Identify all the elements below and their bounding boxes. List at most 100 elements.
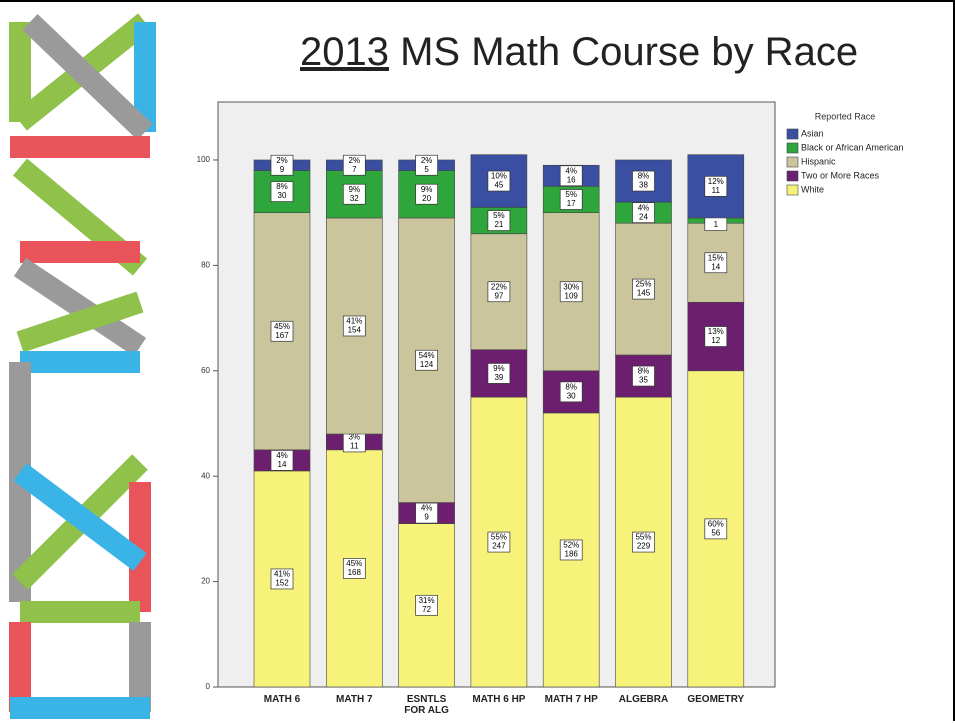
count-label: 7: [352, 165, 357, 174]
label-box: [415, 349, 438, 371]
value-label: 2%: [421, 156, 433, 165]
value-label: 54%: [419, 351, 435, 360]
value-label: 22%: [491, 282, 507, 291]
count-label: 168: [348, 568, 362, 577]
value-label: 8%: [276, 182, 288, 191]
count-label: 14: [711, 262, 720, 271]
count-label: 5: [424, 165, 429, 174]
count-label: 1: [714, 220, 719, 229]
value-label: 9%: [493, 364, 505, 373]
label-box: [342, 315, 366, 337]
y-tick-label: 100: [197, 155, 211, 164]
label-box: [415, 154, 438, 176]
count-label: 145: [637, 289, 651, 298]
value-label: 8%: [638, 367, 650, 376]
label-box: [559, 165, 583, 187]
label-box: [632, 278, 655, 300]
label-box: [270, 320, 294, 342]
label-box: [487, 281, 511, 303]
y-tick-label: 0: [206, 682, 211, 691]
count-label: 32: [350, 194, 359, 203]
count-label: 186: [565, 550, 579, 559]
label-box: [704, 518, 728, 540]
value-label: 3%: [349, 433, 361, 442]
label-box: [415, 183, 438, 205]
legend-label: Hispanic: [801, 156, 836, 166]
label-box: [487, 210, 511, 231]
label-box: [632, 202, 655, 224]
x-tick-label: MATH 6: [263, 694, 301, 705]
label-box: [270, 450, 294, 471]
count-label: 45: [494, 181, 503, 190]
value-label: 8%: [638, 172, 650, 181]
legend-label: Asian: [801, 128, 824, 138]
label-box: [270, 568, 294, 590]
value-label: 31%: [419, 596, 435, 605]
value-label: 15%: [708, 253, 724, 262]
label-box: [270, 181, 294, 202]
title-rest: MS Math Course by Race: [400, 30, 859, 74]
count-label: 9: [424, 513, 429, 522]
y-tick-label: 20: [201, 577, 210, 586]
count-label: 14: [278, 460, 287, 469]
legend-label: Black or African American: [801, 142, 904, 152]
value-label: 60%: [708, 520, 724, 529]
label-box: [559, 189, 583, 210]
value-label: 2%: [349, 156, 361, 165]
value-label: 8%: [565, 382, 577, 391]
count-label: 229: [637, 542, 651, 551]
count-label: 11: [350, 442, 359, 451]
legend-swatch: [786, 128, 799, 140]
label-box: [270, 154, 294, 176]
value-label: 52%: [563, 541, 579, 550]
label-box: [559, 539, 583, 561]
count-label: 167: [275, 331, 289, 340]
x-tick-label: ESNTLS FOR ALG: [404, 694, 449, 716]
value-label: 25%: [635, 280, 651, 289]
value-label: 45%: [274, 322, 290, 331]
count-label: 30: [278, 191, 287, 200]
count-label: 9: [280, 165, 285, 174]
value-label: 13%: [708, 327, 724, 336]
label-box: [559, 381, 583, 403]
count-label: 56: [711, 529, 720, 538]
y-tick-label: 80: [201, 260, 210, 269]
value-label: 41%: [346, 317, 362, 326]
x-tick-label: MATH 7 HP: [544, 694, 598, 705]
value-label: 55%: [491, 533, 507, 542]
label-box: [704, 326, 728, 347]
value-label: 4%: [421, 504, 433, 513]
label-box: [632, 531, 655, 553]
count-label: 109: [565, 291, 579, 300]
count-label: 24: [639, 212, 648, 221]
label-box: [415, 594, 438, 616]
x-tick-label: MATH 6 HP: [472, 694, 526, 705]
count-label: 35: [639, 376, 648, 385]
legend-swatch: [786, 184, 799, 196]
count-label: 38: [639, 181, 648, 190]
count-label: 247: [492, 542, 506, 551]
value-label: 4%: [276, 451, 288, 460]
title: 2013 MS Math Course by Race: [300, 30, 858, 75]
count-label: 97: [494, 291, 503, 300]
value-label: 2%: [276, 156, 288, 165]
value-label: 41%: [274, 570, 290, 579]
count-label: 124: [420, 360, 434, 369]
legend-swatch: [786, 156, 799, 168]
label-box: [487, 170, 511, 192]
legend-label: Two or More Races: [801, 170, 880, 180]
x-tick-label: MATH 7: [336, 694, 373, 705]
count-label: 39: [494, 373, 503, 382]
label-box: [559, 281, 583, 303]
count-label: 20: [422, 194, 431, 203]
legend-swatch: [786, 142, 799, 154]
value-label: 5%: [493, 211, 505, 220]
y-tick-label: 40: [201, 471, 210, 480]
label-box: [632, 170, 655, 192]
legend-label: White: [801, 184, 824, 194]
value-label: 30%: [563, 282, 579, 291]
value-label: 5%: [565, 190, 577, 199]
label-box: [704, 175, 728, 197]
label-box: [415, 502, 438, 524]
